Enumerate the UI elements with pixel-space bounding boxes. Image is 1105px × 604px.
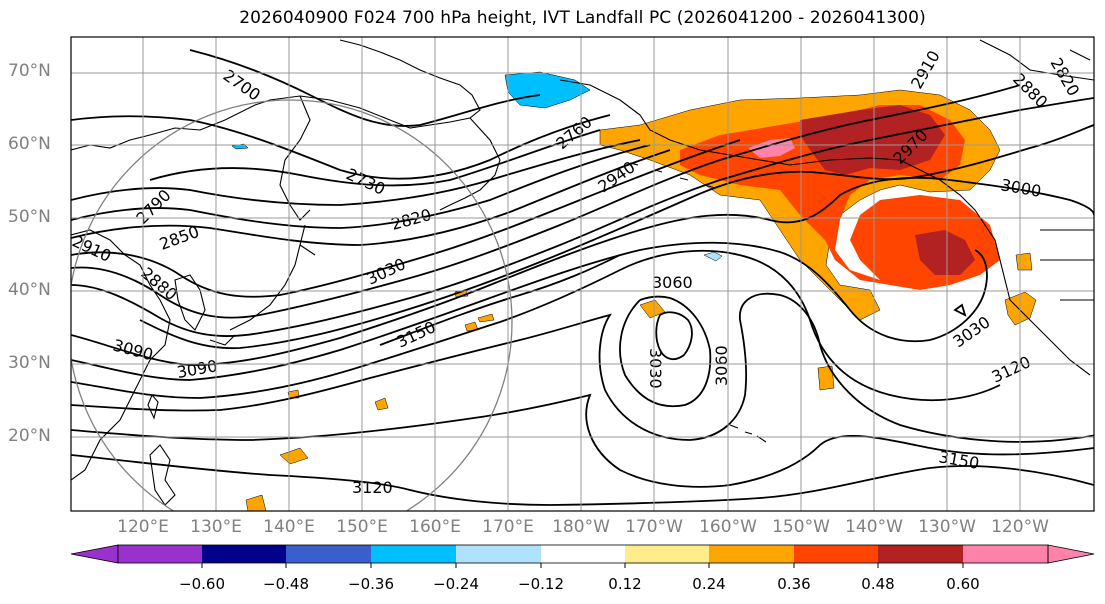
ivt-orange-patch [374,397,389,411]
lon-label: 150°W [772,517,830,537]
colorbar-ticks [201,563,964,568]
colorbar-tick-label: 0.12 [608,575,642,593]
contour-3150 [71,454,1094,506]
contour-3000 [71,176,1094,366]
lon-label: 180°W [552,517,610,537]
lat-label: 20°N [8,426,51,446]
colorbar-bin [963,545,1048,563]
contour-2820 [71,144,651,229]
contour-3120 [71,393,1094,488]
ivt-orange-patch [1015,252,1033,271]
colorbar-outline [117,544,1049,564]
lon-label: 170°W [625,517,683,537]
contour-2940 [71,97,1094,337]
contour-label: 3120 [352,478,393,497]
lat-label: 40°N [8,280,51,300]
contour-3030-loop [953,303,967,317]
colorbar-tick-label: −0.36 [348,575,394,593]
colorbar-tick-label: 0.36 [777,575,811,593]
coast-aleutians [629,162,716,189]
lon-label: 120°W [991,517,1049,537]
colorbar-bin [625,545,709,563]
colorbar-bin [456,545,541,563]
contour-2760 [149,129,601,187]
lat-label: 60°N [8,134,51,154]
lon-label: 130°W [918,517,976,537]
colorbar [70,544,1095,568]
lon-label: 140°E [263,517,315,537]
colorbar-tick-label: 0.60 [946,575,980,593]
coast-kamchatka [439,117,501,211]
lon-label: 130°E [190,517,242,537]
contour-3090 [71,292,1094,443]
colorbar-tick-label: 0.24 [692,575,726,593]
contour-2880 [71,139,741,298]
region-circle [71,99,513,511]
contour-2850 [71,149,671,246]
ivt-orange-patch [279,447,309,465]
contour-2730 [71,114,611,180]
ivt-orange-patch [817,365,835,391]
contour-3030 [71,241,988,408]
ivt-pink-core [748,138,795,158]
lon-label: 170°E [482,517,534,537]
coast-alaska [559,79,1091,376]
ivt-orange-patch [245,494,267,511]
coast-japan [209,224,316,346]
colorbar-bin [878,545,963,563]
lon-label: 150°E [336,517,388,537]
colorbar-tick-label: −0.48 [263,575,309,593]
contour-label: 3030 [646,348,665,389]
colorbar-bin [371,545,456,563]
lat-label: 30°N [8,353,51,373]
height-contours [71,49,1094,506]
colorbar-bin [709,545,794,563]
coast-arctic [979,39,1094,81]
contour-3060 [71,249,1001,402]
lon-label: 120°E [117,517,169,537]
map-frame [70,36,1095,512]
contour-2790 [71,139,641,206]
map-title: 2026040900 F024 700 hPa height, IVT Land… [239,8,926,28]
gridlines [71,37,1094,511]
coast-taiwan [147,393,159,420]
lat-label: 50°N [8,207,51,227]
lat-label: 70°N [8,61,51,81]
colorbar-extend-high [1047,544,1095,564]
colorbar-extend-low [70,544,119,564]
lon-label: 140°W [845,517,903,537]
colorbar-bin [541,545,625,563]
coast-philippines [149,444,176,506]
contour-2700 [189,49,541,127]
colorbar-tick-label: −0.24 [433,575,479,593]
coast-korea [174,274,206,331]
colorbar-tick-label: −0.60 [179,575,225,593]
coast-canada-lakes [1040,229,1094,301]
colorbar-bin [118,545,202,563]
ivt-blue-patch [703,251,723,262]
contour-label: 3060 [712,345,731,386]
lon-label: 160°W [699,517,757,537]
colorbar-tick-label: 0.48 [861,575,895,593]
contour-3150-upper [379,254,621,346]
ivt-orange-patch [477,313,495,323]
colorbar-bin [286,545,371,563]
colorbar-bin [794,545,878,563]
contour-label: 3060 [652,273,693,292]
contour-2910 [71,84,1021,319]
lon-label: 160°E [409,517,461,537]
contour-2970 [139,124,1094,350]
colorbar-tick-label: −0.12 [518,575,564,593]
ivt-darkred-pnw [915,230,975,275]
colorbar-bin [202,545,286,563]
